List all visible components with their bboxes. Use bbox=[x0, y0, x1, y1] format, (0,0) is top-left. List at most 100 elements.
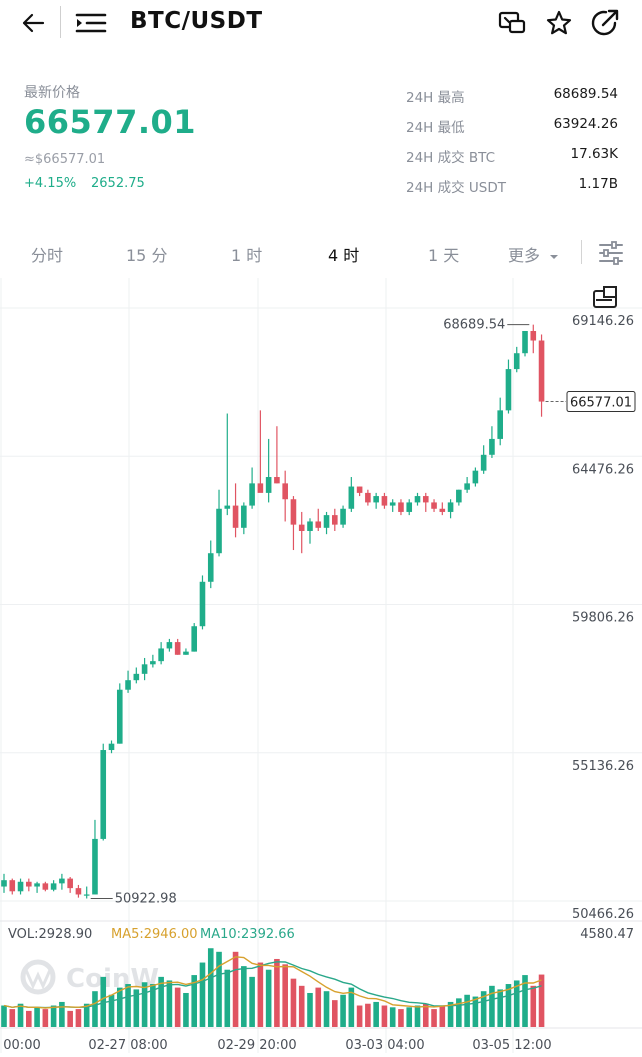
candle-body bbox=[9, 880, 16, 892]
volume-bar bbox=[183, 992, 189, 1027]
x-tick-label: 03-05 12:00 bbox=[472, 1038, 551, 1053]
candle-body bbox=[381, 496, 388, 506]
candle-body bbox=[265, 477, 272, 493]
volume-bar bbox=[141, 982, 148, 1027]
volume-bar bbox=[431, 1009, 437, 1027]
chart-grid bbox=[0, 278, 642, 1053]
min-price-label: 50922.98 bbox=[115, 892, 177, 907]
candle-body bbox=[406, 502, 413, 512]
fullscreen-icon[interactable] bbox=[593, 286, 617, 308]
tab-more-label: 更多 bbox=[508, 246, 541, 265]
screen-share-icon[interactable] bbox=[496, 9, 530, 37]
tab-1h[interactable]: 1 时 bbox=[231, 246, 263, 265]
volume-bar bbox=[530, 985, 537, 1027]
volume-bar bbox=[332, 1000, 338, 1027]
candle-body bbox=[447, 502, 454, 512]
volume-bar bbox=[398, 1009, 404, 1027]
volume-bar bbox=[67, 1010, 73, 1027]
volume-bar bbox=[464, 994, 470, 1027]
x-tick-label: 03-03 04:00 bbox=[345, 1038, 424, 1053]
volume-bar bbox=[92, 991, 98, 1027]
candle-body bbox=[538, 340, 545, 402]
candle-body bbox=[92, 838, 98, 895]
candle-body bbox=[464, 483, 470, 490]
volume-bar bbox=[522, 975, 528, 1027]
change-percent: +4.15% bbox=[24, 176, 77, 191]
volume-bar bbox=[538, 974, 545, 1027]
volume-bar bbox=[249, 976, 255, 1027]
candle-body bbox=[207, 553, 214, 582]
volume-bar bbox=[406, 1007, 413, 1027]
candle-body bbox=[373, 496, 379, 503]
stat-vol-btc-value: 17.63K bbox=[570, 146, 618, 162]
stat-high-value: 68689.54 bbox=[553, 86, 618, 102]
chart-canvas[interactable]: CoinW 69146.26 64476.26 59806.26 55136.26 50… bbox=[0, 278, 642, 1057]
last-price-label: 最新价格 bbox=[24, 85, 80, 101]
candle-body bbox=[249, 483, 255, 506]
volume-bar bbox=[83, 1003, 90, 1027]
vol-label: VOL:2928.90 bbox=[8, 927, 92, 942]
candle-body bbox=[50, 883, 57, 890]
candle-body bbox=[439, 508, 446, 512]
volume-bar bbox=[323, 991, 330, 1027]
volume-bars bbox=[1, 948, 545, 1027]
candles bbox=[1, 324, 545, 899]
tab-4h[interactable]: 4 时 bbox=[328, 246, 360, 265]
divider bbox=[60, 6, 61, 38]
volume-bar bbox=[298, 985, 305, 1027]
candle-body bbox=[489, 438, 495, 455]
caret-down-icon bbox=[550, 254, 559, 259]
candle-body bbox=[17, 881, 24, 892]
volume-bar bbox=[108, 994, 115, 1027]
volume-bar bbox=[224, 969, 231, 1027]
tab-time[interactable]: 分时 bbox=[31, 246, 64, 265]
candle-body bbox=[100, 750, 107, 839]
volume-bar bbox=[489, 985, 495, 1027]
volume-bar bbox=[241, 966, 247, 1027]
candle-body bbox=[389, 502, 396, 506]
volume-bar bbox=[50, 1005, 57, 1027]
back-arrow-icon[interactable] bbox=[18, 10, 48, 36]
change-amount: 2652.75 bbox=[91, 176, 145, 191]
candle-body bbox=[340, 508, 346, 525]
star-icon[interactable] bbox=[544, 8, 574, 38]
candle-body bbox=[323, 515, 330, 528]
volume-bar bbox=[166, 980, 173, 1027]
volume-legend: VOL:2928.90 MA5:2946.00 MA10:2392.66 458… bbox=[8, 927, 634, 942]
kline-chart[interactable]: CoinW 69146.26 64476.26 59806.26 55136.26 50… bbox=[0, 278, 642, 1057]
volume-bar bbox=[414, 1005, 421, 1027]
volume-bar bbox=[100, 976, 107, 1027]
ma5-line bbox=[3, 956, 542, 1009]
divider bbox=[581, 240, 582, 264]
candle-body bbox=[522, 330, 528, 354]
y-tick-label: 64476.26 bbox=[572, 462, 634, 477]
candle-body bbox=[282, 483, 288, 500]
x-tick-label: 00:00 bbox=[3, 1038, 40, 1053]
candle-body bbox=[59, 878, 65, 884]
volume-bar bbox=[232, 951, 239, 1027]
stat-low-label: 24H 最低 bbox=[406, 120, 465, 136]
volume-bar bbox=[456, 998, 462, 1027]
volume-bar bbox=[315, 987, 322, 1027]
candle-body bbox=[183, 651, 189, 655]
candle-body bbox=[224, 505, 231, 509]
settings-sliders-icon[interactable] bbox=[597, 240, 625, 266]
candle-body bbox=[174, 642, 181, 655]
menu-list-icon[interactable] bbox=[74, 10, 108, 36]
candle-body bbox=[257, 483, 264, 493]
candle-body bbox=[274, 477, 280, 484]
volume-bar bbox=[282, 964, 288, 1027]
candle-body bbox=[83, 894, 90, 896]
tab-more[interactable]: 更多 bbox=[508, 242, 559, 266]
volume-bar bbox=[290, 978, 297, 1027]
candle-body bbox=[422, 496, 429, 503]
y-tick-label: 50466.26 bbox=[572, 907, 634, 922]
tab-15m[interactable]: 15 分 bbox=[126, 246, 168, 265]
tab-1d[interactable]: 1 天 bbox=[428, 246, 460, 265]
candle-body bbox=[34, 883, 40, 887]
x-tick-label: 02-29 20:00 bbox=[217, 1038, 296, 1053]
share-arrow-icon[interactable] bbox=[588, 6, 622, 40]
volume-bar bbox=[447, 1001, 454, 1027]
candle-body bbox=[191, 626, 198, 652]
volume-bar bbox=[265, 969, 272, 1027]
